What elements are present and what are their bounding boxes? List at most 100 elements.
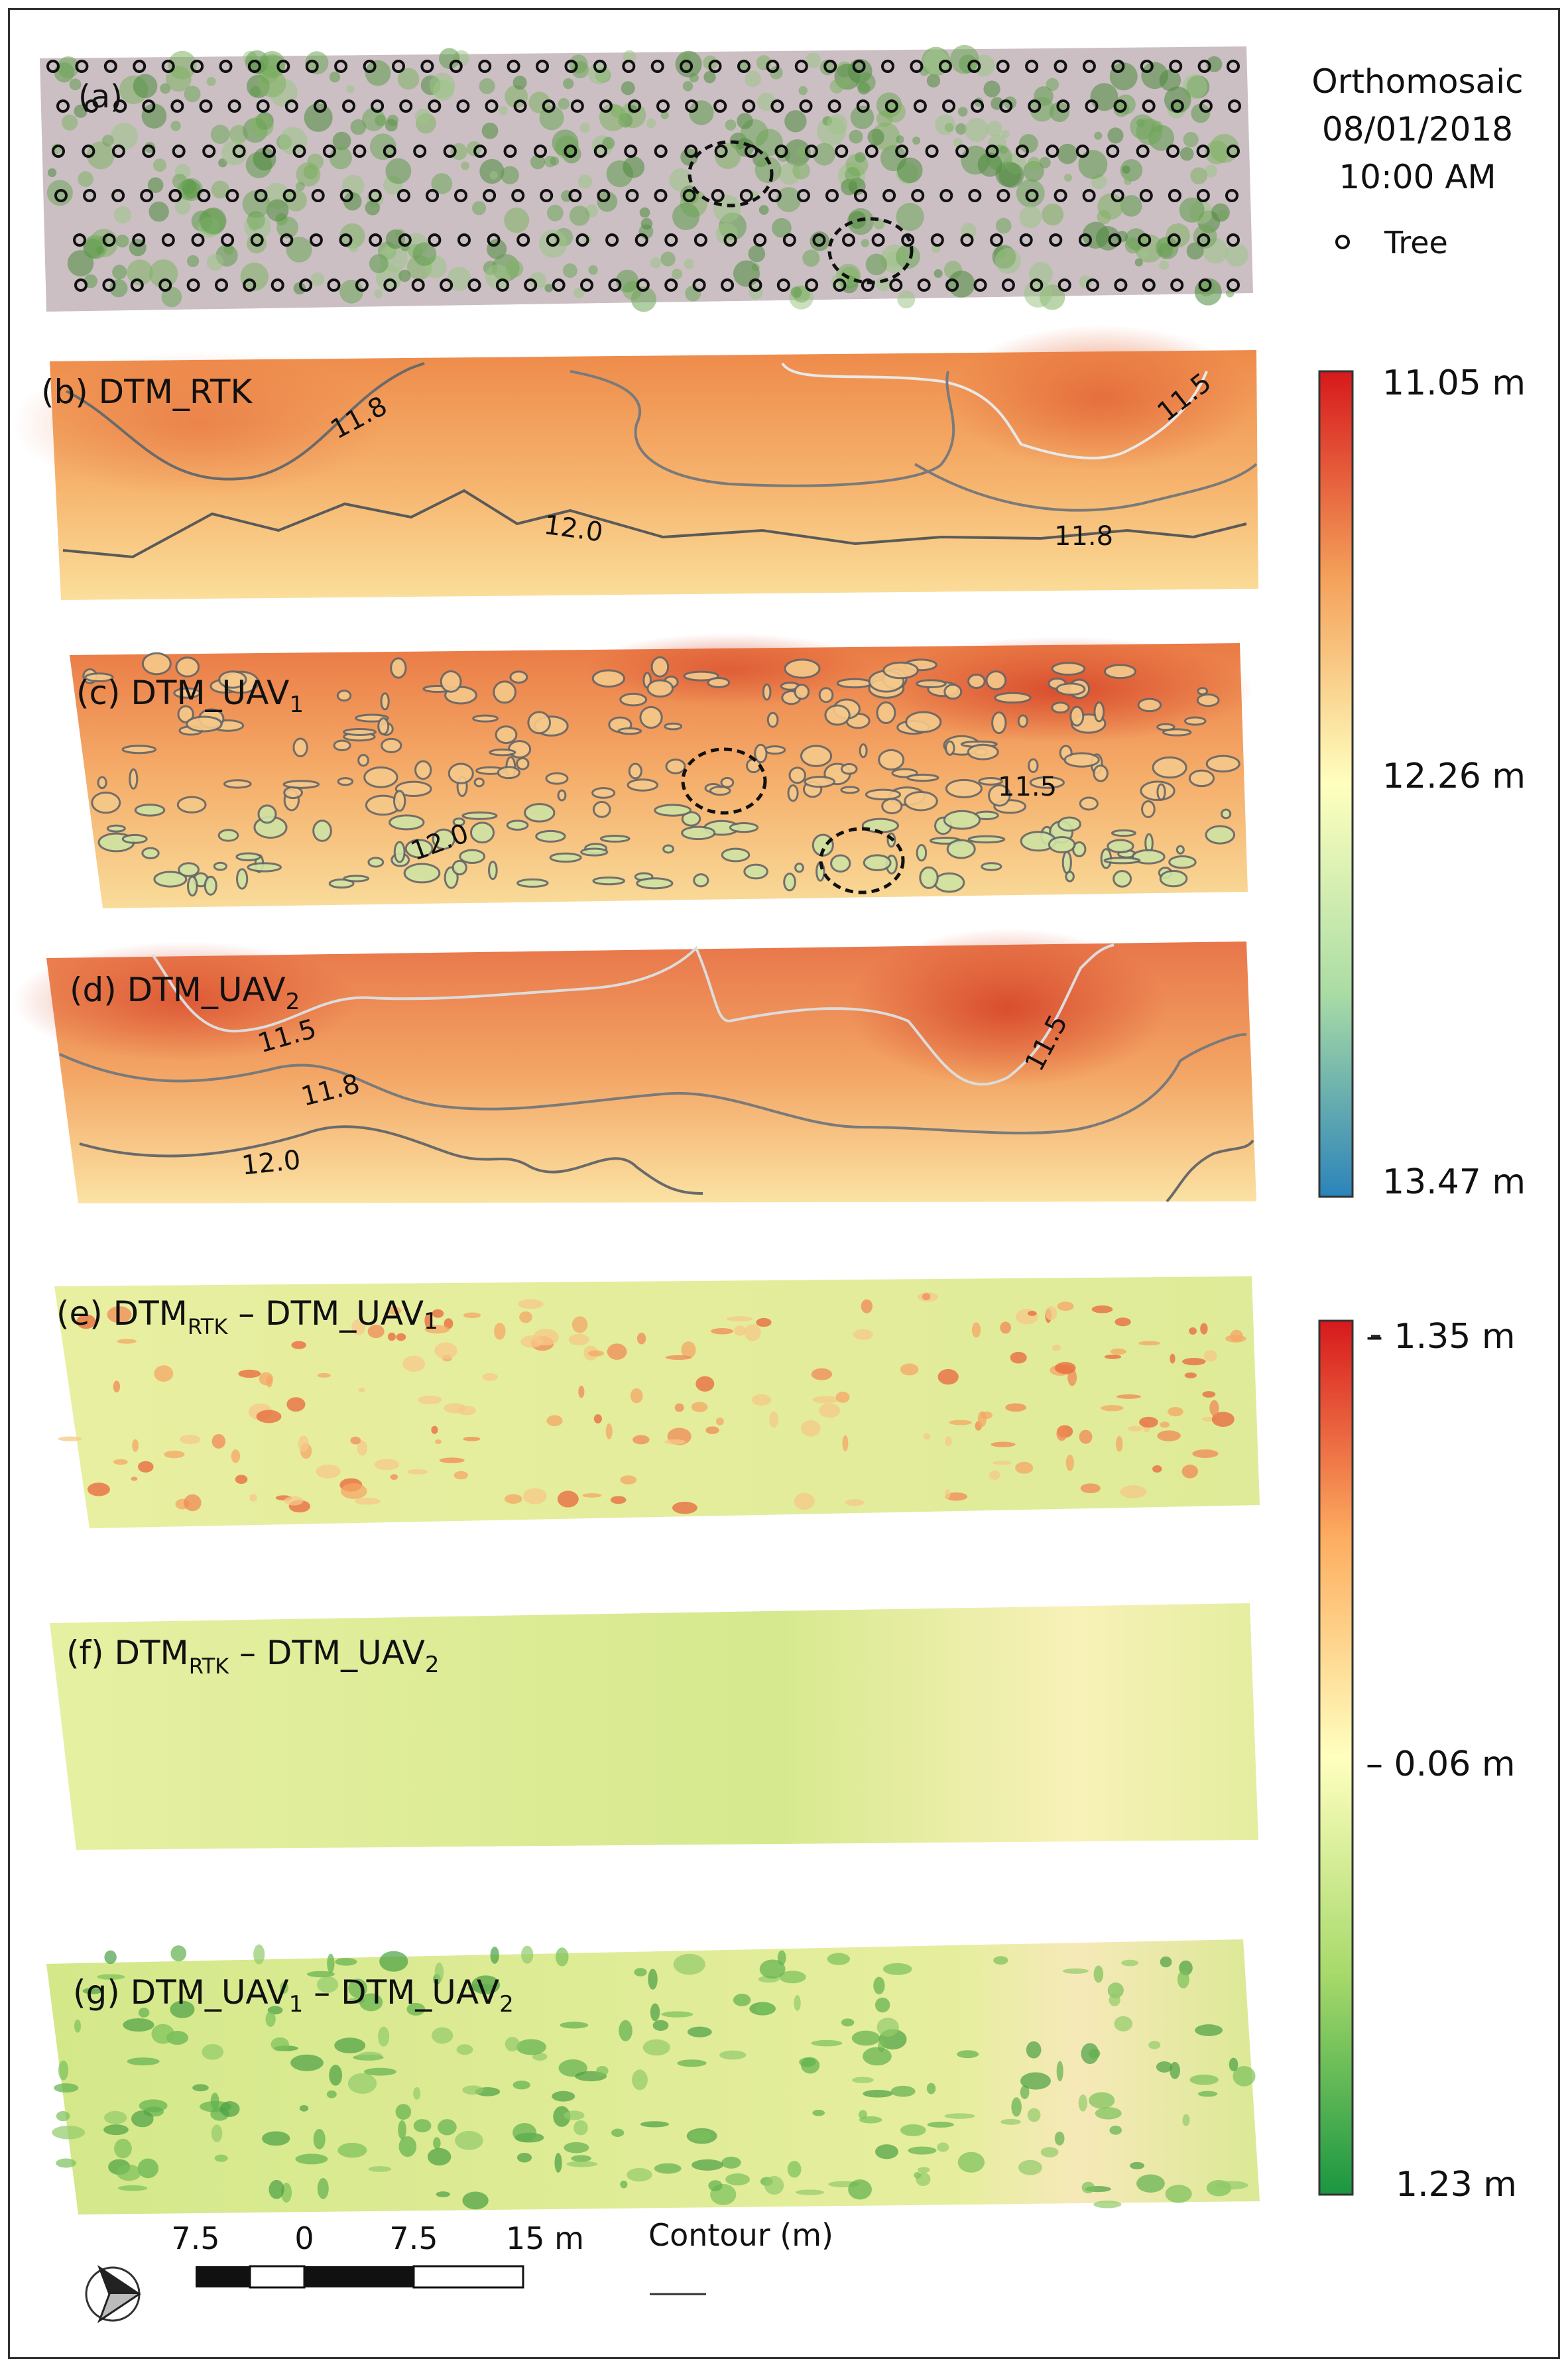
difference-spot [284,1496,304,1506]
highlight-circle [681,747,767,815]
vegetation-patch [1039,156,1051,168]
tree-marker [911,189,925,202]
tree-marker [282,189,296,202]
vegetation-patch [577,174,593,189]
tree-marker [1196,145,1210,158]
vegetation-patch [995,248,1021,274]
difference-spot [424,1325,450,1334]
tree-marker [770,99,784,113]
contour-speckle [840,762,858,775]
difference-spot [462,2085,484,2095]
tree-marker [1054,60,1067,73]
vegetation-patch [498,105,508,115]
tree-marker [487,233,501,247]
difference-spot [298,1435,309,1452]
difference-spot [1107,1982,1124,1998]
difference-spot [1160,1422,1170,1428]
difference-spot [1079,1429,1093,1444]
tree-marker [1082,189,1096,202]
tree-marker [955,145,969,158]
vegetation-patch [896,202,924,231]
contour-speckle [527,711,552,735]
difference-spot [917,2167,930,2173]
vegetation-patch [447,267,471,292]
contour-speckle [650,656,670,678]
tree-marker [111,189,125,202]
contour-speckle [919,866,939,889]
difference-spot [642,2039,670,2056]
contour-speckle [1141,800,1156,818]
difference-spot [151,2024,174,2044]
difference-spot [291,1341,306,1349]
difference-spot [677,2059,707,2067]
contour-speckle [452,817,465,827]
tree-marker [247,60,261,73]
tree-marker [371,99,385,113]
vegetation-patch [127,259,153,286]
vegetation-patch [1001,130,1010,139]
tree-marker [749,278,762,292]
vegetation-patch [790,286,802,298]
difference-spot [104,2110,127,2124]
difference-spot [1081,2181,1095,2194]
vegetation-patch [672,269,683,280]
vegetation-patch [310,272,325,286]
vegetation-patch [206,76,216,86]
contour-speckle [1205,755,1240,773]
tree-marker [202,145,216,158]
difference-spot [179,1435,201,1445]
difference-spot [1138,1341,1160,1346]
vegetation-patch [187,255,200,267]
tree-marker [1199,99,1213,113]
vegetation-patch [1141,62,1168,90]
tree-marker [396,189,410,202]
vegetation-patch [546,204,564,221]
tree-marker [636,278,650,292]
difference-spot [794,1492,815,1510]
difference-spot [863,2047,892,2066]
tree-marker [276,60,290,73]
vegetation-patch [563,78,574,90]
vegetation-patch [829,79,844,93]
difference-spot [1080,1483,1101,1494]
tree-marker [420,60,434,73]
tree-marker [513,99,527,113]
difference-spot [557,1490,579,1508]
contour-speckle [1107,839,1134,853]
tree-marker [411,278,425,292]
difference-spot [406,2002,426,2016]
difference-spot [1170,2061,1180,2079]
contour-speckle [1055,682,1086,696]
tree-marker [910,60,924,73]
vegetation-patch [965,118,989,142]
tree-marker [973,278,987,292]
vegetation-patch [544,283,554,292]
tree-marker [996,189,1010,202]
difference-spot [573,2120,588,2136]
difference-spot [1000,1321,1012,1334]
vegetation-patch [1030,97,1055,122]
tree-marker [1025,189,1039,202]
contour-speckle [393,841,406,863]
contour-speckle [469,821,495,844]
tree-marker [654,189,668,202]
vegetation-patch [152,158,167,172]
tree-marker [682,189,696,202]
raster-highlight [849,928,1167,1087]
difference-spot [661,2011,694,2018]
vegetation-patch [296,182,305,192]
difference-spot [463,1312,481,1319]
vegetation-patch [479,158,505,184]
difference-spot [852,2077,874,2083]
tree-marker [399,99,413,113]
panel-g-label-mid: – DTM_UAV [303,1973,499,2012]
vegetation-patch [242,190,271,218]
difference-spot [1157,1430,1181,1441]
difference-spot [582,1493,602,1498]
difference-spot [269,2179,284,2199]
tree-marker [172,145,186,158]
contour-line [914,463,1258,512]
tree-marker [1170,278,1184,292]
difference-spot [231,1449,241,1463]
